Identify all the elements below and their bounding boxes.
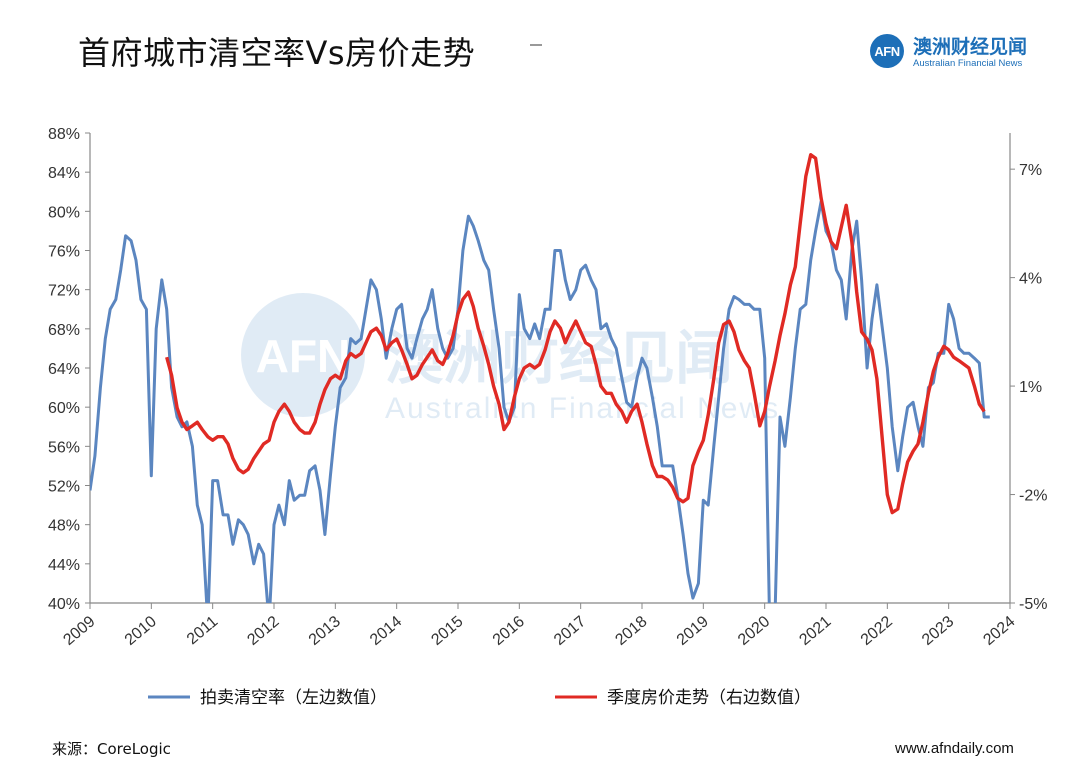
left-tick-label: 56% bbox=[48, 439, 80, 456]
site-url: www.afndaily.com bbox=[895, 740, 1014, 757]
left-tick-label: 64% bbox=[48, 361, 80, 378]
x-tick-label: 2010 bbox=[122, 613, 160, 649]
right-tick-label: 1% bbox=[1019, 379, 1042, 396]
left-tick-label: 88% bbox=[48, 126, 80, 143]
x-tick-label: 2013 bbox=[306, 613, 344, 649]
x-tick-label: 2021 bbox=[796, 613, 834, 649]
x-tick-label: 2016 bbox=[490, 613, 528, 649]
x-tick-label: 2009 bbox=[60, 613, 98, 649]
series-line-clearance-rate bbox=[90, 200, 990, 603]
right-tick-label: 4% bbox=[1019, 271, 1042, 288]
source-note: 来源：CoreLogic bbox=[52, 740, 171, 758]
left-tick-label: 84% bbox=[48, 165, 80, 182]
right-tick-label: -5% bbox=[1019, 596, 1047, 613]
right-tick-label: 7% bbox=[1019, 162, 1042, 179]
left-tick-label: 80% bbox=[48, 204, 80, 221]
x-tick-label: 2014 bbox=[367, 613, 405, 649]
brand-name-en: Australian Financial News bbox=[913, 58, 1023, 69]
x-tick-label: 2019 bbox=[674, 613, 712, 649]
watermark: AFN 澳洲财经见闻 Australian Financial News bbox=[241, 293, 780, 425]
left-tick-label: 48% bbox=[48, 518, 80, 535]
left-tick-label: 68% bbox=[48, 322, 80, 339]
right-tick-label: -2% bbox=[1019, 488, 1047, 505]
left-tick-label: 52% bbox=[48, 479, 80, 496]
x-tick-label: 2011 bbox=[184, 613, 221, 648]
left-tick-label: 72% bbox=[48, 283, 80, 300]
x-axis-ticks: 2009 2010 2011 2012 2013 2014 2015 2016 2017 2018… bbox=[60, 603, 1019, 649]
page-title: 首府城市清空率Vs房价走势 bbox=[78, 34, 476, 72]
legend: 拍卖清空率（左边数值） 季度房价走势（右边数值） bbox=[148, 688, 811, 708]
legend-label-left: 拍卖清空率（左边数值） bbox=[200, 688, 387, 708]
x-tick-label: 2020 bbox=[735, 613, 773, 649]
x-tick-label: 2022 bbox=[858, 613, 896, 649]
x-tick-label: 2024 bbox=[980, 613, 1018, 649]
x-tick-label: 2023 bbox=[919, 613, 957, 649]
title-dash bbox=[530, 44, 542, 46]
right-axis-ticks: -5% -2% 1% 4% 7% bbox=[1010, 162, 1047, 613]
watermark-logo: AFN bbox=[256, 330, 351, 382]
watermark-en: Australian Financial News bbox=[385, 392, 780, 425]
series-lines bbox=[90, 153, 990, 603]
brand-logo: AFN 澳洲财经见闻 Australian Financial News bbox=[870, 32, 1060, 72]
left-tick-label: 60% bbox=[48, 400, 80, 417]
left-tick-label: 76% bbox=[48, 244, 80, 261]
x-tick-label: 2015 bbox=[428, 613, 466, 649]
left-tick-label: 44% bbox=[48, 557, 80, 574]
left-axis-ticks: 40% 44% 48% 52% 56% 60% 64% 68% 72% 76% 80% 84% 88% bbox=[48, 126, 90, 613]
watermark-cn: 澳洲财经见闻 bbox=[385, 324, 733, 392]
afn-logo-icon: AFN bbox=[870, 34, 904, 68]
left-tick-label: 40% bbox=[48, 596, 80, 613]
series-line-price-trend bbox=[165, 153, 986, 515]
x-tick-label: 2012 bbox=[244, 613, 282, 649]
x-tick-label: 2018 bbox=[612, 613, 650, 649]
legend-label-right: 季度房价走势（右边数值） bbox=[607, 688, 811, 708]
x-tick-label: 2017 bbox=[551, 613, 589, 649]
brand-name-cn: 澳洲财经见闻 bbox=[913, 36, 1028, 58]
watermark-circle bbox=[241, 293, 365, 417]
